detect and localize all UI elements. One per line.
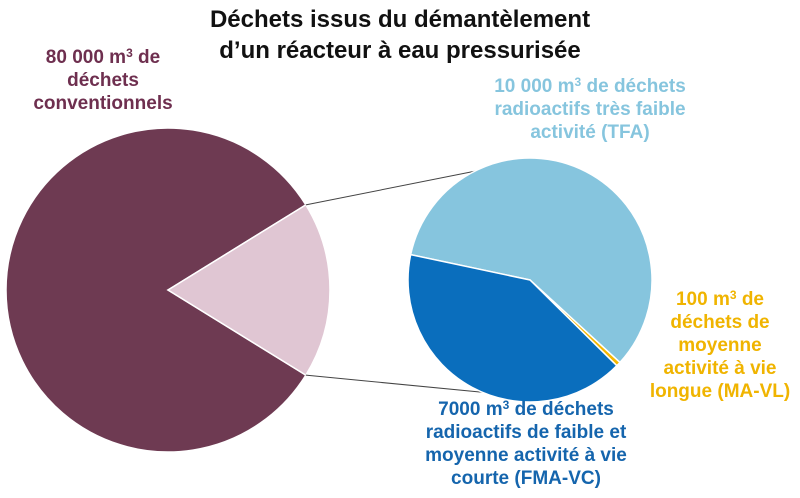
main-pie — [5, 127, 331, 453]
connector-lines — [305, 170, 483, 393]
data-label-fma-vc: 7000 m3 de déchets radioactifs de faible… — [425, 398, 627, 489]
secondary-pie — [407, 157, 653, 403]
data-label-conventional-waste: 80 000 m3 de déchets conventionnels — [33, 46, 173, 114]
chart-title: Déchets issus du démantèlement d’un réac… — [130, 4, 670, 66]
data-label-ma-vl: 100 m3 de déchets de moyenne activité à … — [649, 288, 791, 402]
connector-line-bottom — [305, 374, 483, 393]
chart-title-line-2: d’un réacteur à eau pressurisée — [219, 37, 581, 64]
slice-conventional-waste — [5, 127, 307, 453]
slice-fma-vc — [407, 253, 618, 403]
connector-line-top — [305, 170, 475, 206]
slice-radioactive-waste — [166, 203, 331, 377]
data-label-tfa: 10 000 m3 de déchets radioactifs très fa… — [494, 75, 686, 143]
chart-title-line-1: Déchets issus du démantèlement — [209, 6, 591, 33]
slice-tfa — [409, 157, 653, 364]
